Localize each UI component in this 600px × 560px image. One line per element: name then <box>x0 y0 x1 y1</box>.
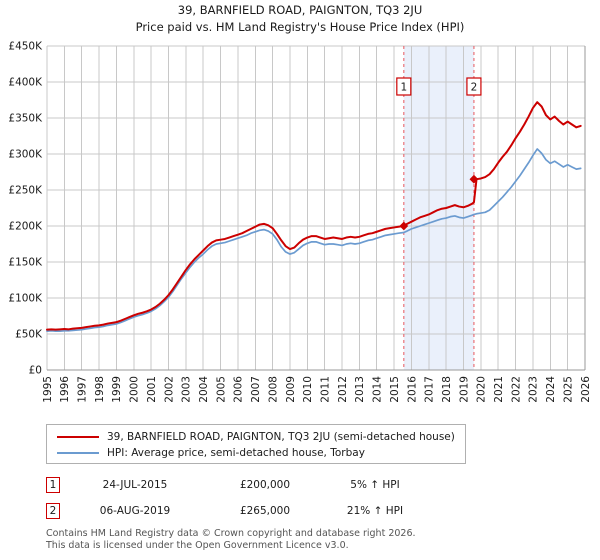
y-axis-tick-label: £100K <box>8 293 43 305</box>
x-axis-tick-label: 2010 <box>302 376 314 403</box>
transaction-index-badge-1: 1 <box>46 477 60 493</box>
x-axis-tick-label: 2012 <box>337 376 349 403</box>
x-axis-tick-label: 1999 <box>111 376 123 403</box>
x-axis-tick-label: 1997 <box>77 376 89 403</box>
x-axis-tick-label: 1995 <box>42 376 54 403</box>
series-line-hpi <box>46 148 582 332</box>
x-axis-tick-label: 2002 <box>163 376 175 403</box>
legend-label-property: 39, BARNFIELD ROAD, PAIGNTON, TQ3 2JU (s… <box>107 431 455 443</box>
transaction-date-2: 06-AUG-2019 <box>99 505 171 517</box>
x-axis-tick-label: 2024 <box>545 376 557 403</box>
transactions-table: 1 24-JUL-2015 £200,000 5% ↑ HPI 2 06-AUG… <box>46 472 476 524</box>
footer-copyright-line: Contains HM Land Registry data © Crown c… <box>46 528 416 539</box>
x-axis-tick-label: 2004 <box>198 376 210 403</box>
table-row: 1 24-JUL-2015 £200,000 5% ↑ HPI <box>46 472 476 498</box>
x-axis-tick-label: 2006 <box>233 376 245 403</box>
y-axis-tick-label: £250K <box>8 185 43 197</box>
x-axis-tick-label: 2009 <box>285 376 297 403</box>
x-axis-tick-label: 2023 <box>528 376 540 403</box>
x-axis-tick-label: 2005 <box>215 376 227 403</box>
table-row: 2 06-AUG-2019 £265,000 21% ↑ HPI <box>46 498 476 524</box>
x-axis-tick-label: 2014 <box>372 376 384 403</box>
x-axis-tick-label: 2017 <box>424 376 436 403</box>
x-axis-tick-label: 1996 <box>59 376 71 403</box>
x-axis-tick-label: 2015 <box>389 376 401 403</box>
y-axis-tick-label: £200K <box>8 221 43 233</box>
chart-title-block: 39, BARNFIELD ROAD, PAIGNTON, TQ3 2JU Pr… <box>0 2 600 36</box>
x-axis-tick-label: 2025 <box>562 376 574 403</box>
y-axis-tick-label: £50K <box>15 329 43 341</box>
attribution-footer: Contains HM Land Registry data © Crown c… <box>46 528 566 551</box>
x-axis-tick-label: 2020 <box>476 376 488 403</box>
y-axis-tick-label: £150K <box>8 257 43 269</box>
event-label-box-2 <box>466 77 482 96</box>
transaction-date-1: 24-JUL-2015 <box>102 479 168 491</box>
x-axis-tick-label: 2021 <box>493 376 505 403</box>
x-axis-tick-label: 2013 <box>354 376 366 403</box>
x-axis-tick-label: 2003 <box>181 376 193 403</box>
transaction-price-1: £200,000 <box>239 479 291 491</box>
x-axis-tick-label: 1998 <box>94 376 106 403</box>
x-axis-tick-label: 2000 <box>129 376 141 403</box>
legend-item-hpi: HPI: Average price, semi-detached house,… <box>53 445 465 461</box>
footer-licence-line: This data is licensed under the Open Gov… <box>46 539 349 551</box>
y-axis-tick-label: £0 <box>29 365 42 377</box>
transaction-index-badge-2: 2 <box>46 503 60 519</box>
transaction-price-2: £265,000 <box>239 505 291 517</box>
legend-swatch-hpi-icon <box>57 452 99 454</box>
legend-label-hpi: HPI: Average price, semi-detached house,… <box>107 447 365 459</box>
transaction-hpi-delta-2: 21% ↑ HPI <box>346 505 404 517</box>
event-label-box-1 <box>396 77 412 96</box>
plot-area: £0 £50K £100K £150K £200K £250K £300K £350K £400… <box>8 41 592 403</box>
x-axis-tick-label: 2001 <box>146 376 158 403</box>
page-subtitle: Price paid vs. HM Land Registry's House … <box>135 20 465 34</box>
y-axis-tick-label: £300K <box>8 149 43 161</box>
y-axis-tick-label: £350K <box>8 113 43 125</box>
sale-marker-2 <box>469 174 479 184</box>
series-line-property <box>46 101 582 331</box>
sale-marker-1 <box>399 221 409 231</box>
event-label-text-2: 2 <box>471 82 478 94</box>
x-axis-tick-label: 2022 <box>510 376 522 403</box>
legend-swatch-property-icon <box>57 436 99 438</box>
x-axis-tick-label: 2019 <box>458 376 470 403</box>
x-axis-tick-label: 2026 <box>580 376 592 403</box>
event-label-text-1: 1 <box>400 82 407 94</box>
x-axis-tick-label: 2007 <box>250 376 262 403</box>
x-axis-tick-label: 2018 <box>441 376 453 403</box>
x-axis-tick-label: 2016 <box>406 376 418 403</box>
transaction-hpi-delta-1: 5% ↑ HPI <box>350 479 400 491</box>
x-axis-tick-label: 2008 <box>267 376 279 403</box>
x-axis-tick-label: 2011 <box>319 376 331 403</box>
y-axis-tick-label: £400K <box>8 77 43 89</box>
page-title: 39, BARNFIELD ROAD, PAIGNTON, TQ3 2JU <box>177 3 423 17</box>
y-axis-tick-label: £450K <box>8 41 43 53</box>
legend-item-property: 39, BARNFIELD ROAD, PAIGNTON, TQ3 2JU (s… <box>53 429 465 445</box>
chart-legend: 39, BARNFIELD ROAD, PAIGNTON, TQ3 2JU (s… <box>46 424 466 464</box>
